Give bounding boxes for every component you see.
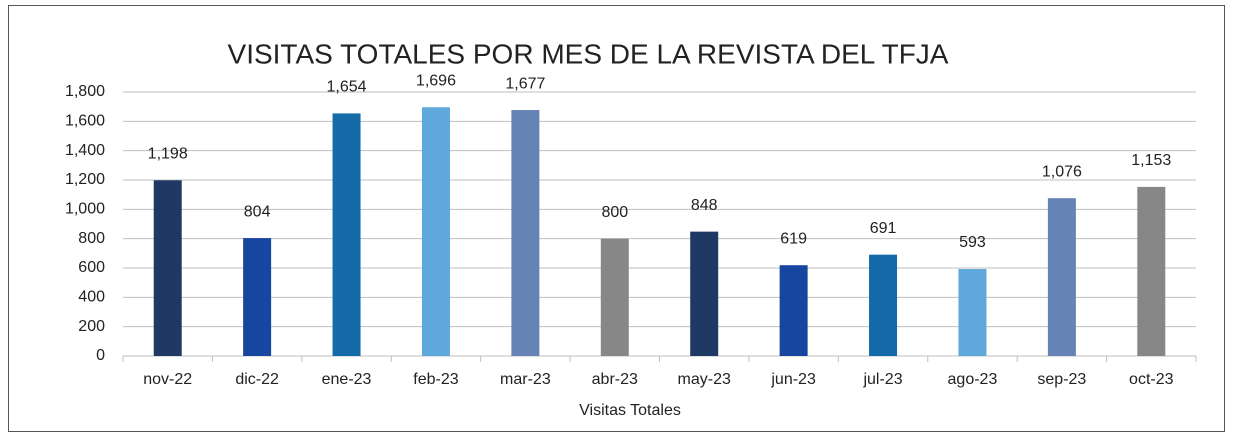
y-tick-label: 1,600 xyxy=(65,113,105,130)
data-label: 619 xyxy=(780,230,807,247)
data-label: 1,198 xyxy=(148,146,188,163)
y-tick-label: 200 xyxy=(78,318,105,335)
y-tick-label: 800 xyxy=(78,230,105,247)
x-tick-label: jul-23 xyxy=(862,371,902,388)
x-tick-label: ene-23 xyxy=(322,371,372,388)
data-label: 1,654 xyxy=(327,79,367,96)
data-label: 691 xyxy=(870,220,897,237)
x-tick-label: mar-23 xyxy=(500,371,551,388)
bar xyxy=(1047,198,1076,356)
y-tick-label: 1,000 xyxy=(65,201,105,218)
bar xyxy=(779,265,808,356)
y-tick-label: 400 xyxy=(78,289,105,306)
x-tick-label: abr-23 xyxy=(592,371,638,388)
x-axis-label: Visitas Totales xyxy=(579,402,681,419)
chart-border xyxy=(8,5,1225,432)
x-tick-label: sep-23 xyxy=(1037,371,1086,388)
x-tick-label: may-23 xyxy=(678,371,731,388)
y-tick-label: 1,200 xyxy=(65,171,105,188)
data-label: 1,153 xyxy=(1131,152,1171,169)
x-tick-label: oct-23 xyxy=(1129,371,1174,388)
bar xyxy=(153,180,182,356)
data-label: 593 xyxy=(959,234,986,251)
data-label: 1,076 xyxy=(1042,163,1082,180)
x-tick-label: ago-23 xyxy=(948,371,998,388)
data-label: 848 xyxy=(691,197,718,214)
y-tick-label: 0 xyxy=(96,347,105,364)
bar xyxy=(243,238,272,356)
x-tick-label: dic-22 xyxy=(235,371,279,388)
y-tick-label: 1,800 xyxy=(65,83,105,100)
data-label: 1,696 xyxy=(416,72,456,89)
y-tick-label: 1,400 xyxy=(65,142,105,159)
chart-title: VISITAS TOTALES POR MES DE LA REVISTA DE… xyxy=(228,38,949,69)
bar xyxy=(332,113,361,356)
y-tick-label: 600 xyxy=(78,259,105,276)
bar xyxy=(958,269,987,356)
x-tick-label: feb-23 xyxy=(413,371,458,388)
data-label: 800 xyxy=(601,204,628,221)
x-tick-label: nov-22 xyxy=(143,371,192,388)
bar xyxy=(600,238,629,356)
bar xyxy=(1137,186,1166,356)
bar xyxy=(511,110,540,356)
bar xyxy=(421,107,450,357)
data-label: 1,677 xyxy=(505,75,545,92)
x-tick-label: jun-23 xyxy=(770,371,816,388)
bar xyxy=(690,231,719,356)
data-label: 804 xyxy=(244,203,271,220)
bar xyxy=(869,254,898,356)
